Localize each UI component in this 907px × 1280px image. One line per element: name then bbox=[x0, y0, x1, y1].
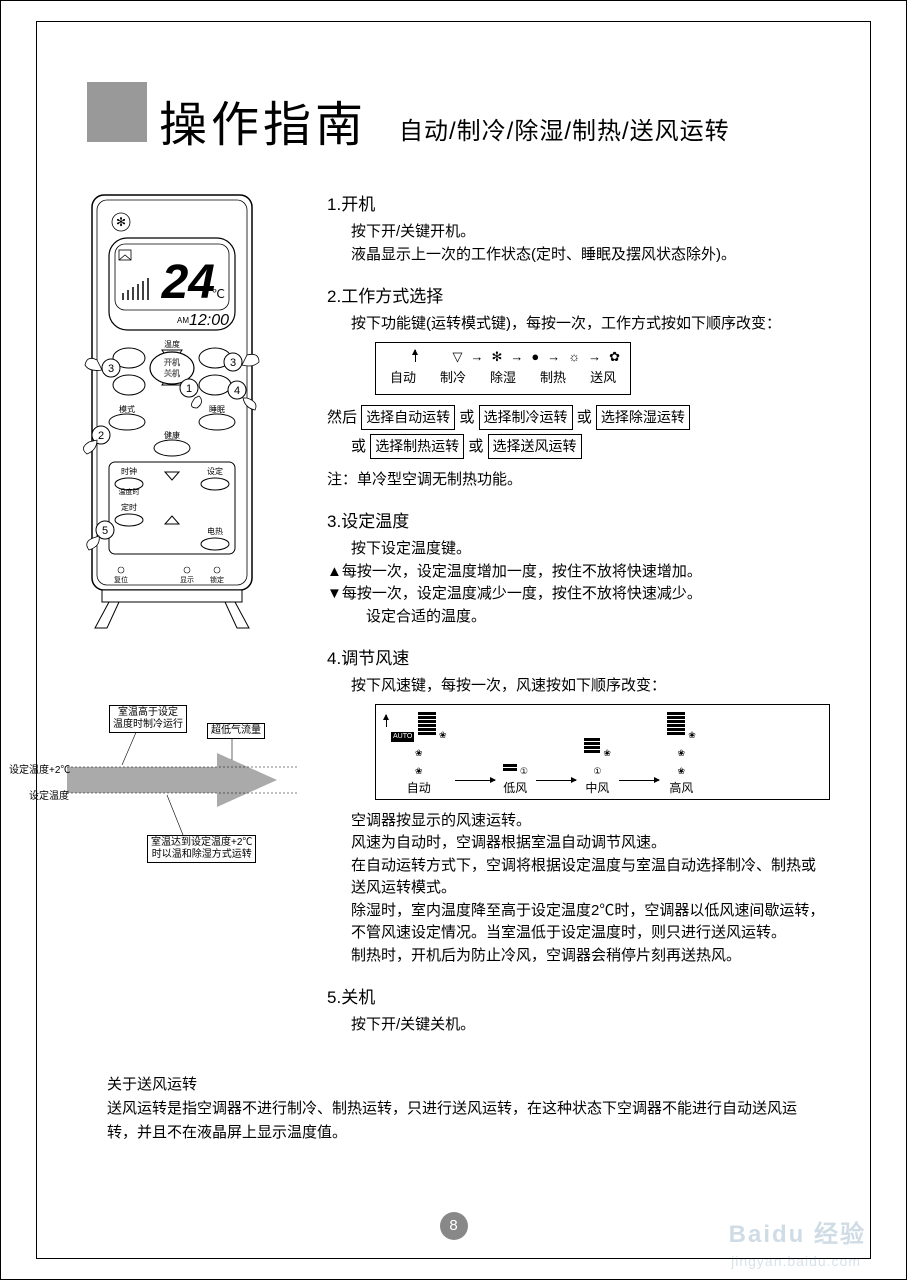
watermark-brand: Baidu 经验 bbox=[729, 1214, 866, 1249]
fan-speed-chart: AUTO ❀❀❀ 自动 ① 低风 ❀① 中风 bbox=[375, 704, 830, 800]
temperature-diagram: 室温高于设定 温度时制冷运行 超低气流量 室温达到设定温度+2℃ 时以温和除湿方… bbox=[67, 705, 297, 885]
svg-text:时钟: 时钟 bbox=[121, 466, 137, 476]
temp-label-2: 设定温度 bbox=[29, 787, 69, 802]
section-4-body: 按下风速键，每按一次，风速按如下顺序改变： AUTO ❀❀❀ 自动 ① 低风 bbox=[327, 675, 830, 967]
page-header: 操作指南 自动/制冷/除湿/制热/送风运转 bbox=[87, 82, 840, 150]
section-2-title: 2.工作方式选择 bbox=[327, 282, 830, 307]
option-dehum: 选择除湿运转 bbox=[596, 405, 690, 430]
page-number: 8 bbox=[440, 1212, 468, 1240]
svg-text:12:00: 12:00 bbox=[189, 312, 229, 329]
svg-text:1: 1 bbox=[186, 383, 192, 395]
section-5-title: 5.关机 bbox=[327, 983, 830, 1008]
section-3-title: 3.设定温度 bbox=[327, 507, 830, 532]
header-decor-block bbox=[87, 82, 147, 142]
section-3-body: 按下设定温度键。 ▲每按一次，设定温度增加一度，按住不放将快速增加。 ▼每按一次… bbox=[327, 538, 830, 628]
section-1-body: 按下开/关键开机。 液晶显示上一次的工作状态(定时、睡眠及摆风状态除外)。 bbox=[327, 221, 830, 266]
remote-illustration: ✻ 24 ℃ AM bbox=[67, 190, 277, 630]
callout-cooling: 室温高于设定 温度时制冷运行 bbox=[109, 705, 187, 733]
right-column: 1.开机 按下开/关键开机。 液晶显示上一次的工作状态(定时、睡眠及摆风状态除外… bbox=[327, 190, 840, 1053]
svg-text:5: 5 bbox=[102, 525, 108, 537]
svg-text:设定: 设定 bbox=[207, 466, 223, 476]
section-1-title: 1.开机 bbox=[327, 190, 830, 215]
temp-label-1: 设定温度+2℃ bbox=[9, 761, 70, 776]
svg-text:电热: 电热 bbox=[207, 526, 223, 536]
svg-text:定时: 定时 bbox=[121, 502, 137, 512]
main-content: ✻ 24 ℃ AM bbox=[67, 190, 840, 1053]
svg-text:℃: ℃ bbox=[212, 287, 225, 301]
svg-text:3: 3 bbox=[230, 357, 236, 369]
svg-text:健康: 健康 bbox=[164, 430, 180, 440]
option-fan: 选择送风运转 bbox=[488, 434, 582, 459]
svg-text:锁定: 锁定 bbox=[210, 575, 224, 584]
lcd-temp: 24 bbox=[161, 256, 215, 309]
svg-text:4: 4 bbox=[234, 385, 240, 397]
svg-text:温度: 温度 bbox=[164, 339, 180, 349]
left-column: ✻ 24 ℃ AM bbox=[67, 190, 307, 1053]
option-auto: 选择自动运转 bbox=[361, 405, 455, 430]
footer-heading: 关于送风运转 bbox=[107, 1073, 800, 1097]
svg-text:模式: 模式 bbox=[119, 404, 135, 414]
section-5-body: 按下开/关键关机。 bbox=[327, 1014, 830, 1037]
section-2-body: 按下功能键(运转模式键)，每按一次，工作方式按如下顺序改变： ▽→ ✻→ ●→ … bbox=[327, 313, 830, 491]
footer-note: 关于送风运转 送风运转是指空调器不进行制冷、制热运转，只进行送风运转，在这种状态… bbox=[67, 1073, 840, 1145]
footer-body: 送风运转是指空调器不进行制冷、制热运转，只进行送风运转，在这种状态下空调器不能进… bbox=[107, 1097, 800, 1145]
svg-text:开机: 开机 bbox=[164, 357, 180, 367]
svg-text:AM: AM bbox=[177, 316, 189, 325]
page-frame: 操作指南 自动/制冷/除湿/制热/送风运转 ✻ bbox=[36, 21, 871, 1259]
option-cool: 选择制冷运转 bbox=[479, 405, 573, 430]
watermark-url: jingyan.baidu.com bbox=[731, 1253, 861, 1269]
page-subtitle: 自动/制冷/除湿/制热/送风运转 bbox=[399, 111, 730, 146]
svg-text:✻: ✻ bbox=[116, 215, 126, 229]
mode-sequence-chart: ▽→ ✻→ ●→ ☼→ ✿ 自动 制冷 除湿 制热 送风 bbox=[375, 342, 631, 395]
page-title: 操作指南 bbox=[159, 102, 367, 150]
svg-text:2: 2 bbox=[98, 430, 104, 442]
svg-text:显示: 显示 bbox=[180, 576, 194, 584]
svg-text:关机: 关机 bbox=[164, 368, 180, 378]
svg-text:睡眠: 睡眠 bbox=[209, 405, 225, 414]
svg-text:复位: 复位 bbox=[114, 575, 128, 584]
section-4-title: 4.调节风速 bbox=[327, 644, 830, 669]
option-heat: 选择制热运转 bbox=[370, 434, 464, 459]
section-2-note: 注：单冷型空调无制热功能。 bbox=[327, 469, 830, 492]
svg-text:3: 3 bbox=[108, 363, 114, 375]
callout-dehumid: 室温达到设定温度+2℃ 时以温和除湿方式运转 bbox=[147, 835, 256, 863]
svg-text:温度时: 温度时 bbox=[119, 487, 140, 496]
callout-lowair: 超低气流量 bbox=[207, 723, 265, 739]
